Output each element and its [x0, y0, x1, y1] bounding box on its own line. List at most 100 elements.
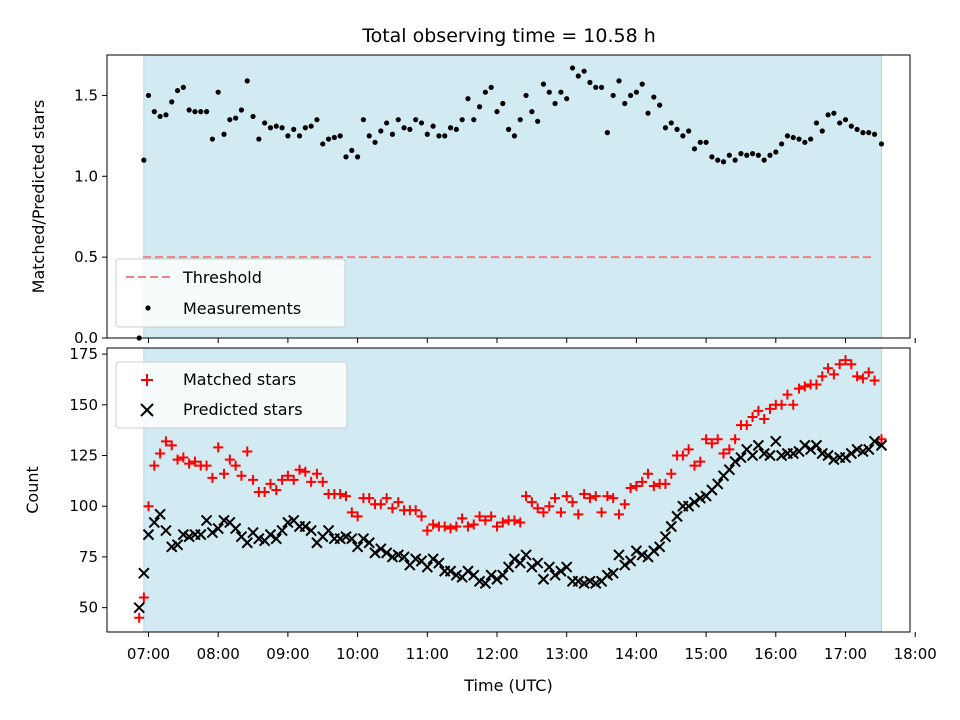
- measurement-point: [221, 131, 227, 137]
- measurement-point: [308, 123, 314, 129]
- predicted-star-point: [479, 577, 492, 590]
- matched-star-point: [428, 519, 439, 530]
- measurement-point: [837, 120, 843, 126]
- measurement-point: [767, 152, 773, 158]
- matched-star-point: [230, 460, 241, 471]
- measurement-point: [871, 131, 878, 137]
- measurement-point: [343, 154, 349, 160]
- matched-star-point: [741, 420, 752, 431]
- matched-star-point: [794, 383, 805, 394]
- measurement-point: [854, 126, 860, 132]
- measurement-point: [755, 152, 761, 158]
- predicted-star-point: [868, 435, 881, 448]
- measurement-point: [174, 87, 181, 94]
- measurement-point: [831, 110, 837, 116]
- matched-star-point: [584, 493, 595, 504]
- matched-star-point: [480, 515, 491, 526]
- predicted-star-point: [363, 537, 375, 549]
- measurement-point: [569, 65, 576, 71]
- matched-star-point: [300, 466, 311, 477]
- count-legend-box: [115, 361, 348, 429]
- measurement-point: [395, 117, 401, 123]
- ratio-panel: 0.0 0.5 1.0 1.5 Matched/Predicted stars Thr…: [29, 54, 916, 347]
- predicted-stars-series: [133, 435, 888, 614]
- count-panel-frame: [106, 347, 911, 633]
- measurement-point: [668, 120, 674, 126]
- matched-star-point: [555, 507, 566, 518]
- x-tick-label: 12:00: [475, 645, 518, 663]
- measurement-point: [442, 133, 448, 139]
- measurement-point: [325, 136, 332, 142]
- x-tick-label: 07:00: [127, 645, 170, 663]
- matched-star-point: [184, 458, 195, 469]
- measurement-point: [430, 123, 436, 129]
- measurement-point: [744, 152, 750, 158]
- measurement-point: [465, 96, 471, 102]
- matched-star-point: [509, 515, 520, 526]
- predicted-star-point: [299, 520, 312, 533]
- measurement-point: [860, 130, 866, 136]
- measurement-point: [192, 109, 198, 115]
- measurement-point: [233, 115, 239, 121]
- measurement-point: [250, 113, 256, 120]
- measurement-point: [488, 84, 494, 90]
- matched-star-point: [219, 468, 230, 479]
- measurement-point: [732, 157, 738, 163]
- matched-star-point: [242, 446, 253, 457]
- matched-star-point: [160, 436, 171, 447]
- measurement-point: [279, 125, 285, 131]
- matched-stars-series: [134, 355, 887, 623]
- matched-star-point: [172, 454, 183, 465]
- predicted-star-point: [549, 569, 561, 581]
- y-tick-label: 175: [69, 345, 98, 363]
- matched-star-point: [335, 489, 346, 500]
- predicted-star-point: [822, 449, 834, 462]
- measurement-point: [436, 133, 442, 139]
- measurement-point: [651, 94, 657, 100]
- measurement-point: [523, 92, 529, 99]
- matched-star-point: [521, 491, 532, 502]
- predicted-star-point: [630, 545, 643, 557]
- matched-star-point: [288, 474, 299, 485]
- measurement-point: [291, 126, 297, 132]
- matched-star-point: [811, 379, 822, 390]
- predicted-star-point: [648, 545, 660, 557]
- matched-star-point: [381, 493, 392, 504]
- predicted-star-point: [613, 549, 625, 561]
- matched-star-point: [550, 493, 561, 504]
- measurement-point: [535, 118, 541, 124]
- matched-star-point: [294, 464, 305, 475]
- y-tick-label: 75: [79, 548, 98, 566]
- predicted-star-point: [241, 537, 253, 549]
- matched-star-point: [352, 511, 363, 522]
- matched-star-point: [852, 371, 863, 382]
- ratio-legend: Threshold Measurements: [115, 258, 346, 328]
- measurement-point: [662, 125, 669, 131]
- matched-star-point: [166, 440, 177, 451]
- predicted-star-point: [508, 553, 521, 565]
- matched-star-point: [486, 511, 497, 522]
- predicted-star-point: [875, 439, 888, 452]
- measurement-point: [587, 79, 593, 86]
- predicted-star-point: [624, 555, 637, 567]
- predicted-star-point: [653, 541, 666, 553]
- matched-star-point: [876, 434, 887, 445]
- matched-star-point: [776, 399, 787, 410]
- measurement-point: [715, 157, 721, 163]
- measurement-point: [825, 112, 831, 118]
- measurement-point: [878, 141, 885, 147]
- measurement-point: [506, 126, 512, 132]
- matched-star-point: [834, 359, 845, 370]
- measurement-point: [273, 123, 279, 129]
- predicted-star-point: [839, 451, 852, 464]
- matched-star-point: [846, 359, 857, 370]
- matched-star-point: [375, 499, 386, 510]
- measurement-point: [564, 96, 570, 102]
- predicted-star-point: [543, 561, 555, 573]
- predicted-star-point: [264, 528, 277, 541]
- measurement-point: [511, 133, 518, 139]
- matched-star-point: [718, 448, 729, 459]
- matched-star-point: [840, 355, 851, 366]
- predicted-star-point: [764, 449, 776, 462]
